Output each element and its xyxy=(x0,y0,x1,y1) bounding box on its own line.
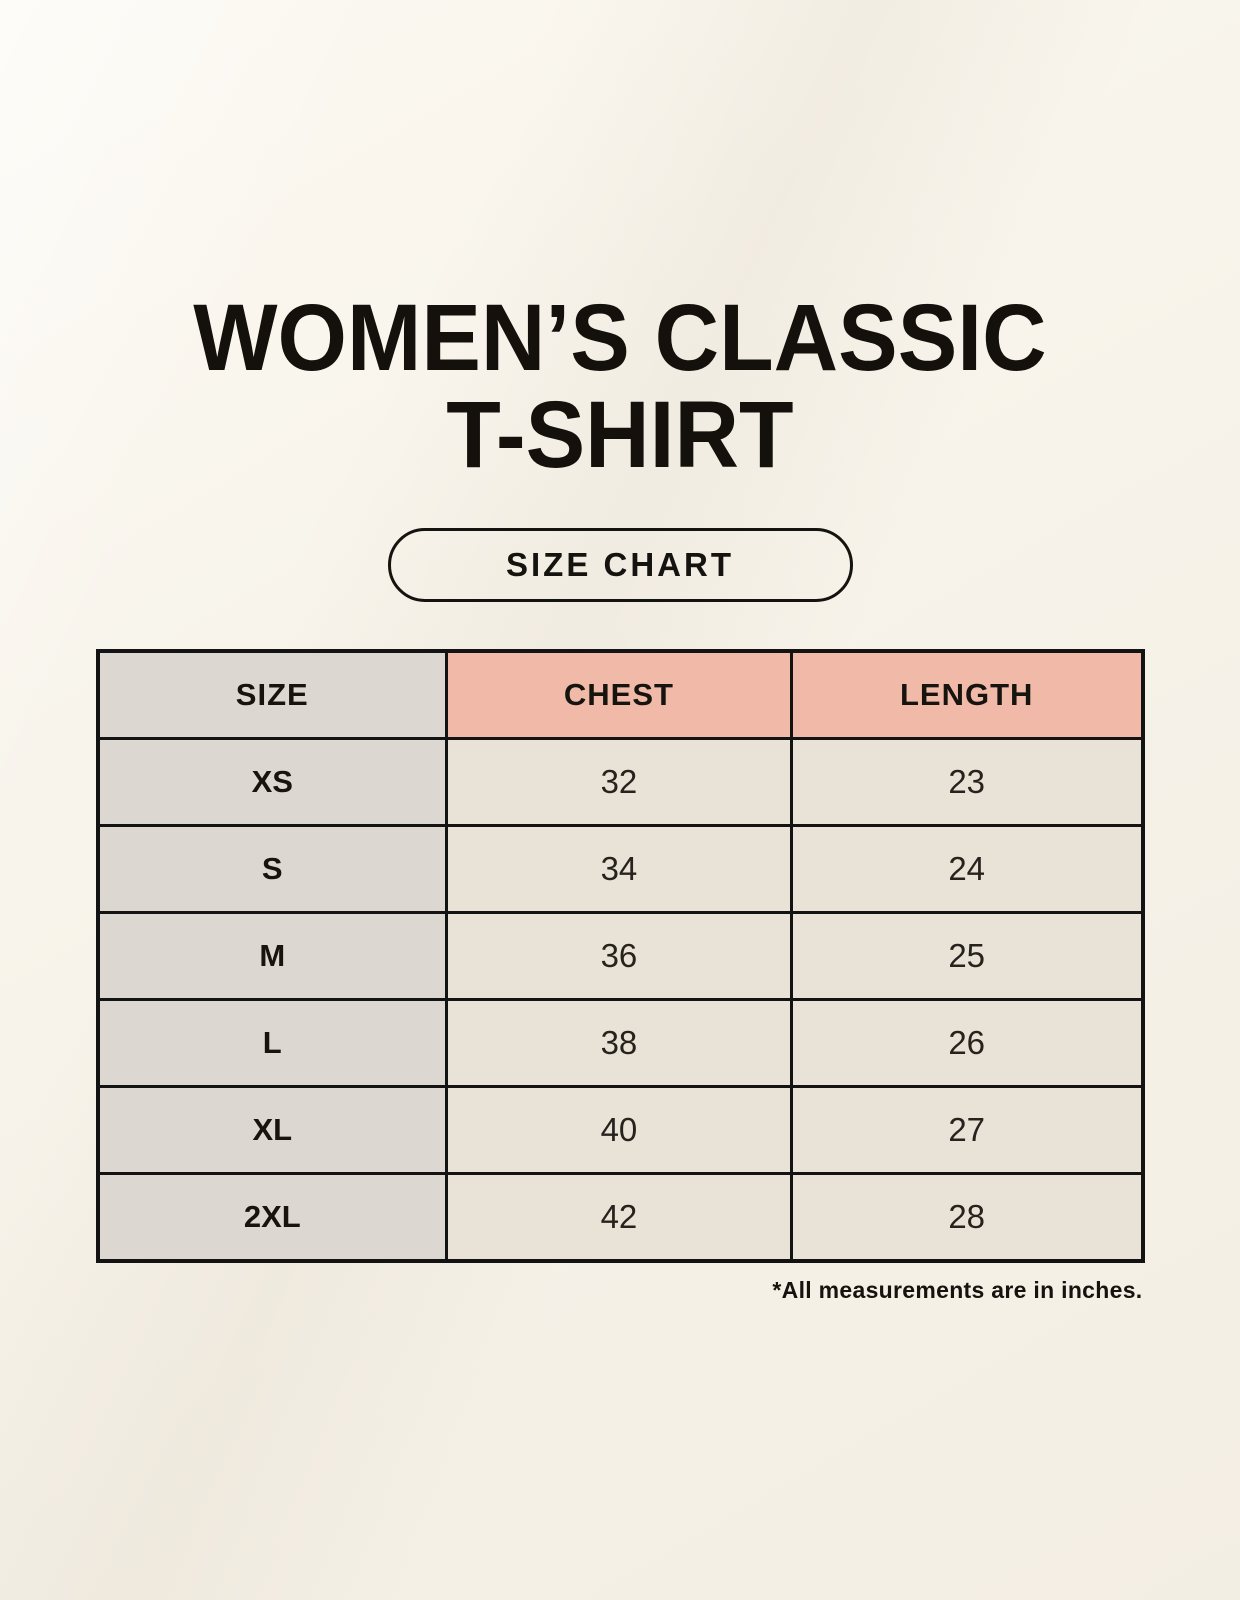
length-cell: 28 xyxy=(789,1172,1145,1263)
size-chart-table: SIZE CHEST LENGTH XS 32 23 S 34 24 M 36 … xyxy=(95,648,1145,1263)
table-header-row: SIZE CHEST LENGTH xyxy=(95,649,1145,741)
table-row-2xl: 2XL 42 28 xyxy=(95,1172,1145,1263)
page-title: WOMEN’S CLASSIC T-SHIRT xyxy=(193,290,1046,484)
length-cell: 25 xyxy=(789,911,1145,1002)
chest-cell: 36 xyxy=(445,911,793,1002)
chest-cell: 34 xyxy=(445,824,793,915)
column-header-size: SIZE xyxy=(95,649,449,741)
table-row-s: S 34 24 xyxy=(95,824,1145,915)
size-cell: L xyxy=(95,998,449,1089)
measurements-footnote: *All measurements are in inches. xyxy=(772,1276,1143,1303)
chest-cell: 32 xyxy=(445,737,793,828)
size-chart-button[interactable]: SIZE CHART xyxy=(387,527,853,602)
column-header-chest: CHEST xyxy=(445,649,793,741)
length-cell: 27 xyxy=(789,1085,1145,1176)
column-header-length: LENGTH xyxy=(789,649,1145,741)
size-cell: S xyxy=(95,824,449,915)
length-cell: 26 xyxy=(789,998,1145,1089)
size-cell: M xyxy=(95,911,449,1002)
size-cell: 2XL xyxy=(95,1172,449,1263)
size-chart-button-label: SIZE CHART xyxy=(506,545,734,583)
table-row-m: M 36 25 xyxy=(95,911,1145,1002)
table-row-l: L 38 26 xyxy=(95,998,1145,1089)
chest-cell: 42 xyxy=(445,1172,793,1263)
page-title-line2: T-SHIRT xyxy=(446,381,794,488)
length-cell: 23 xyxy=(789,737,1145,828)
length-cell: 24 xyxy=(789,824,1145,915)
size-cell: XL xyxy=(95,1085,449,1176)
chest-cell: 40 xyxy=(445,1085,793,1176)
footnote-area: *All measurements are in inches. xyxy=(96,1263,1145,1304)
size-cell: XS xyxy=(95,737,449,828)
page-title-line1: WOMEN’S CLASSIC xyxy=(193,285,1047,391)
chest-cell: 38 xyxy=(445,998,793,1089)
table-row-xl: XL 40 27 xyxy=(95,1085,1145,1176)
table-row-xs: XS 32 23 xyxy=(95,737,1145,828)
